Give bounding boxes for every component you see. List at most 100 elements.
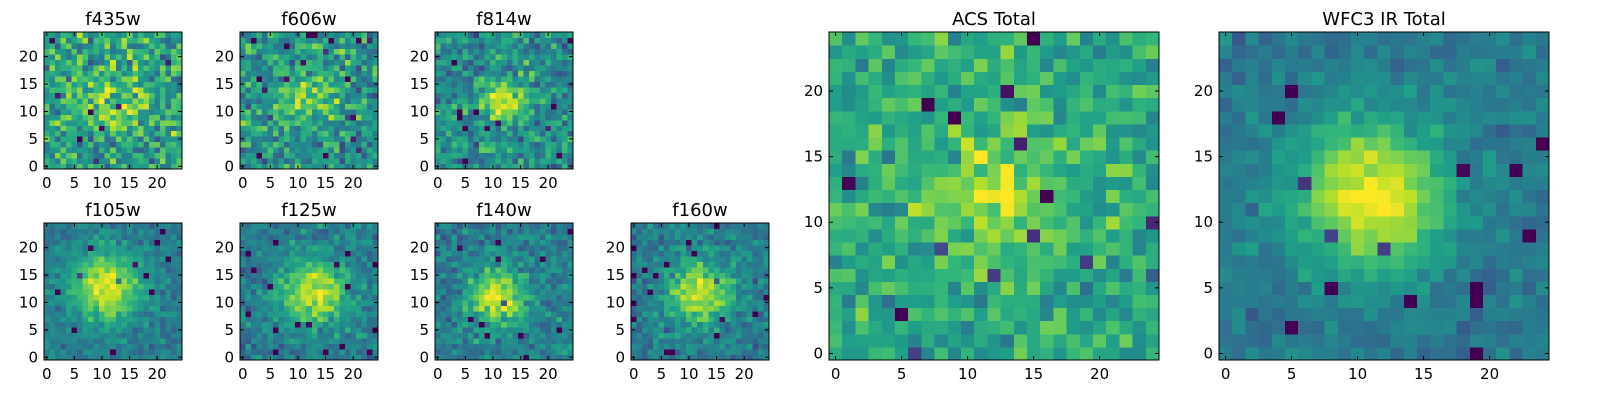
heatmap-cell [312,272,318,278]
heatmap-cell [758,316,764,322]
heatmap-cell [121,322,127,328]
heatmap-cell [540,245,546,251]
heatmap-cell [642,338,648,344]
heatmap-cell [703,250,709,256]
heatmap-cell [523,136,529,142]
heatmap-cell [240,305,246,311]
heatmap-cell [72,59,78,65]
heatmap-cell [463,98,469,104]
heatmap-cell [435,142,441,148]
heatmap-cell [545,267,551,273]
heatmap-cell [160,267,166,273]
heatmap-cell [468,158,474,164]
heatmap-cell [116,131,122,137]
heatmap-cell [562,48,568,54]
heatmap-cell [290,305,296,311]
heatmap-cell [637,283,643,289]
heatmap-cell [356,98,362,104]
heatmap-cell [692,349,698,355]
heatmap-cell [165,305,171,311]
heatmap-cell [83,245,89,251]
heatmap-cell [681,261,687,267]
heatmap-cell [725,278,731,284]
heatmap-cell [257,333,263,339]
heatmap-cell [714,228,720,234]
heatmap-cell [637,338,643,344]
heatmap-cell [154,54,160,60]
heatmap-cell [171,333,177,339]
heatmap-cell [463,103,469,109]
heatmap-cell [66,223,72,229]
heatmap-cell [306,311,312,317]
heatmap-cell [105,256,111,262]
heatmap-cell [367,142,373,148]
heatmap-cell [110,300,116,306]
heatmap-cell [251,109,257,115]
heatmap-cell [1001,268,1015,282]
heatmap-cell [653,322,659,328]
heatmap-cell [323,142,329,148]
heatmap-cell [246,223,252,229]
heatmap-cell [361,103,367,109]
heatmap-cell [301,344,307,350]
heatmap-cell [725,256,731,262]
heatmap-cell [463,125,469,131]
heatmap-cell [138,300,144,306]
heatmap-cell [121,76,127,82]
heatmap-cell [328,92,334,98]
heatmap-cell [99,294,105,300]
heatmap-cell [116,344,122,350]
heatmap-cell [675,272,681,278]
heatmap-cell [659,327,665,333]
heatmap-cell [77,70,83,76]
heatmap-cell [88,338,94,344]
heatmap-cell [61,32,67,38]
heatmap-cell [94,333,100,339]
heatmap-cell [562,114,568,120]
heatmap-cell [55,114,61,120]
heatmap-cell [512,333,518,339]
heatmap-cell [154,87,160,93]
heatmap-cell [121,87,127,93]
heatmap-cell [154,311,160,317]
heatmap-cell [452,158,458,164]
heatmap-cell [367,267,373,273]
heatmap-cell [556,142,562,148]
heatmap-cell [317,261,323,267]
heatmap-cell [312,245,318,251]
heatmap-cell [556,305,562,311]
heatmap-cell [714,333,720,339]
heatmap-cell [345,142,351,148]
heatmap-cell [132,250,138,256]
heatmap-cell [367,153,373,159]
heatmap-cell [457,92,463,98]
heatmap-cell [149,267,155,273]
heatmap-cell [154,131,160,137]
heatmap-cell [367,92,373,98]
heatmap-cell [692,289,698,295]
heatmap-cell [127,338,133,344]
heatmap-cell [523,125,529,131]
heatmap-cell [529,92,535,98]
heatmap-cell [44,250,50,256]
heatmap-cell [44,153,50,159]
heatmap-cell [77,158,83,164]
heatmap-cell [88,136,94,142]
heatmap-cell [441,54,447,60]
heatmap-cell [507,283,513,289]
heatmap-cell [681,250,687,256]
heatmap-cell [44,267,50,273]
heatmap-cell [246,228,252,234]
heatmap-cell [692,322,698,328]
heatmap-cell [77,59,83,65]
heatmap-cell [562,228,568,234]
heatmap-cell [334,300,340,306]
heatmap-cell [518,131,524,137]
heatmap-cell [88,228,94,234]
heatmap-cell [468,278,474,284]
heatmap-cell [160,283,166,289]
heatmap-cell [323,87,329,93]
heatmap-cell [72,142,78,148]
heatmap-cell [323,239,329,245]
heatmap-cell [507,48,513,54]
